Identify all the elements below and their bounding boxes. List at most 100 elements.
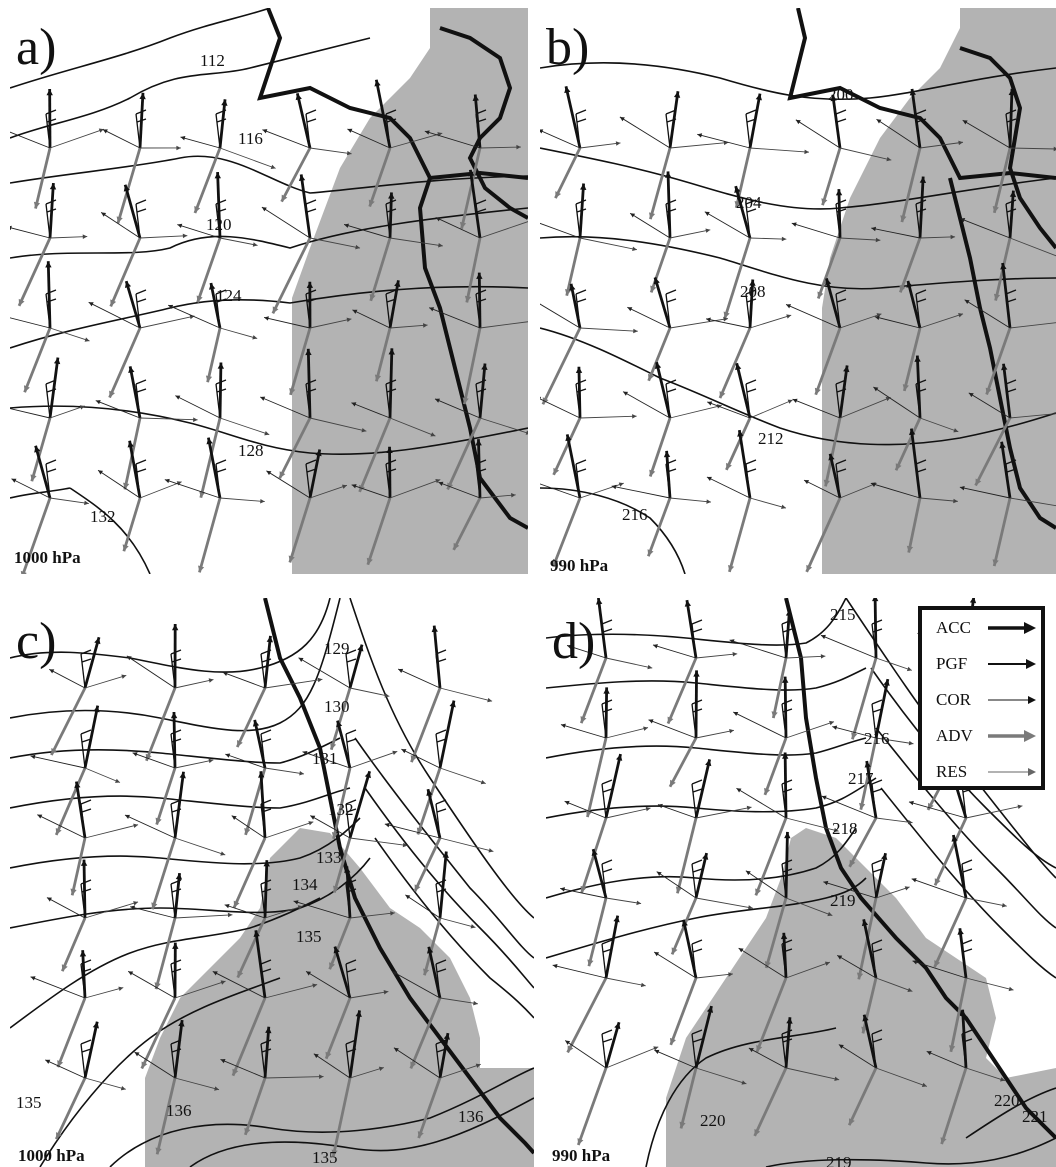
station-vectors	[748, 1017, 840, 1137]
station-vectors	[619, 91, 729, 220]
contour-label: 217	[848, 769, 874, 788]
contour-label: 218	[832, 819, 858, 838]
contour-labels: 112 116 120 124 128 132	[90, 51, 264, 526]
station-vectors	[803, 453, 877, 573]
station-vectors	[959, 441, 1056, 567]
station-vectors	[540, 434, 624, 567]
station-vectors	[540, 283, 638, 405]
contour-label: 219	[830, 891, 856, 910]
station-vectors	[552, 915, 646, 1054]
contour-label: 116	[238, 129, 263, 148]
contour-label: 129	[324, 639, 350, 658]
station-vectors	[263, 281, 352, 396]
contour-label: 132	[90, 507, 116, 526]
station-vectors	[435, 169, 528, 303]
contour-label: 219	[826, 1153, 852, 1167]
contour-label: 135	[16, 1093, 42, 1112]
station-vectors	[37, 781, 139, 896]
station-vectors	[49, 636, 127, 756]
station-vectors	[132, 711, 214, 825]
station-vectors	[177, 172, 258, 303]
station-vectors	[962, 88, 1056, 214]
legend-item: ACC	[922, 610, 1041, 646]
contour-labels: 129 130 131 132 133 134 135 135 136 136 135	[16, 639, 484, 1167]
station-vectors	[729, 609, 826, 719]
pressure-level-label: 1000 hPa	[14, 548, 81, 567]
station-vectors	[795, 94, 892, 206]
station-vectors	[652, 599, 738, 725]
contour-label: 216	[864, 729, 890, 748]
station-vectors	[401, 700, 486, 835]
contour-label: 221	[1022, 1107, 1048, 1126]
terrain-shading	[666, 828, 1056, 1167]
contour-label: 132	[328, 800, 354, 819]
station-vectors	[128, 942, 226, 1070]
station-vectors	[540, 366, 637, 476]
station-vectors	[351, 446, 441, 566]
station-vectors	[540, 183, 638, 297]
contour-label: 212	[758, 429, 784, 448]
panel-b: 200 204 208 212 216 b) 990 hPa	[540, 8, 1056, 574]
arrow-icon	[988, 622, 1036, 634]
panel-a: 112 116 120 124 128 132 a) 1000 hPa	[10, 8, 528, 574]
station-vectors	[792, 365, 891, 487]
contour-label: 216	[622, 505, 648, 524]
station-vectors	[564, 753, 651, 894]
arrow-icon	[988, 768, 1036, 776]
station-vectors	[30, 950, 124, 1068]
station-vectors	[305, 946, 389, 1060]
contour-label: 136	[458, 1107, 484, 1126]
station-vectors	[560, 848, 642, 967]
station-vectors	[871, 176, 956, 293]
arrow-icon	[988, 696, 1036, 704]
legend-item: ADV	[922, 718, 1041, 754]
station-vectors	[874, 280, 964, 392]
station-vectors	[968, 363, 1056, 487]
station-vectors	[302, 720, 398, 840]
station-vectors	[10, 261, 90, 393]
surface-front-lines	[257, 8, 528, 530]
station-vectors	[391, 946, 478, 1069]
height-contours	[10, 8, 528, 574]
station-vectors	[124, 771, 226, 910]
station-vectors	[627, 277, 729, 382]
station-vectors	[310, 770, 408, 893]
contour-label: 220	[994, 1091, 1020, 1110]
panel-a-plot: 112 116 120 124 128 132	[10, 8, 528, 574]
station-vectors	[175, 362, 270, 499]
contour-label: 215	[830, 605, 856, 624]
station-vectors	[838, 1014, 928, 1126]
station-vectors	[261, 174, 361, 315]
station-vectors	[343, 192, 443, 302]
station-vectors	[351, 348, 436, 493]
station-vectors	[97, 440, 182, 552]
force-vectors	[10, 79, 528, 574]
station-vectors	[564, 1021, 659, 1146]
station-vectors	[434, 363, 528, 491]
force-vectors	[540, 86, 1056, 573]
station-vectors	[733, 676, 835, 796]
pressure-level-label: 990 hPa	[552, 1146, 611, 1165]
station-vectors	[705, 279, 792, 399]
panel-c: 129 130 131 132 133 134 135 135 136 136 135 c) 100…	[10, 598, 534, 1167]
panel-c-plot: 129 130 131 132 133 134 135 135 136 136 135	[10, 598, 534, 1167]
station-vectors	[10, 357, 85, 482]
legend-label: COR	[936, 690, 971, 709]
station-vectors	[821, 760, 913, 868]
legend-item: PGF	[922, 646, 1041, 682]
panel-letter: a)	[16, 19, 57, 76]
station-vectors	[704, 185, 787, 319]
terrain-shading	[292, 8, 528, 574]
arrow-icon	[988, 730, 1036, 742]
legend: ACC PGF COR ADV RES	[918, 606, 1045, 790]
station-vectors	[648, 670, 735, 788]
station-vectors	[225, 719, 305, 836]
station-vectors	[820, 598, 912, 740]
station-vectors	[46, 859, 139, 972]
station-vectors	[424, 94, 521, 230]
surface-front-lines	[784, 598, 1056, 1140]
legend-label: ADV	[936, 726, 973, 745]
station-vectors	[706, 429, 787, 573]
station-vectors	[738, 932, 831, 1053]
